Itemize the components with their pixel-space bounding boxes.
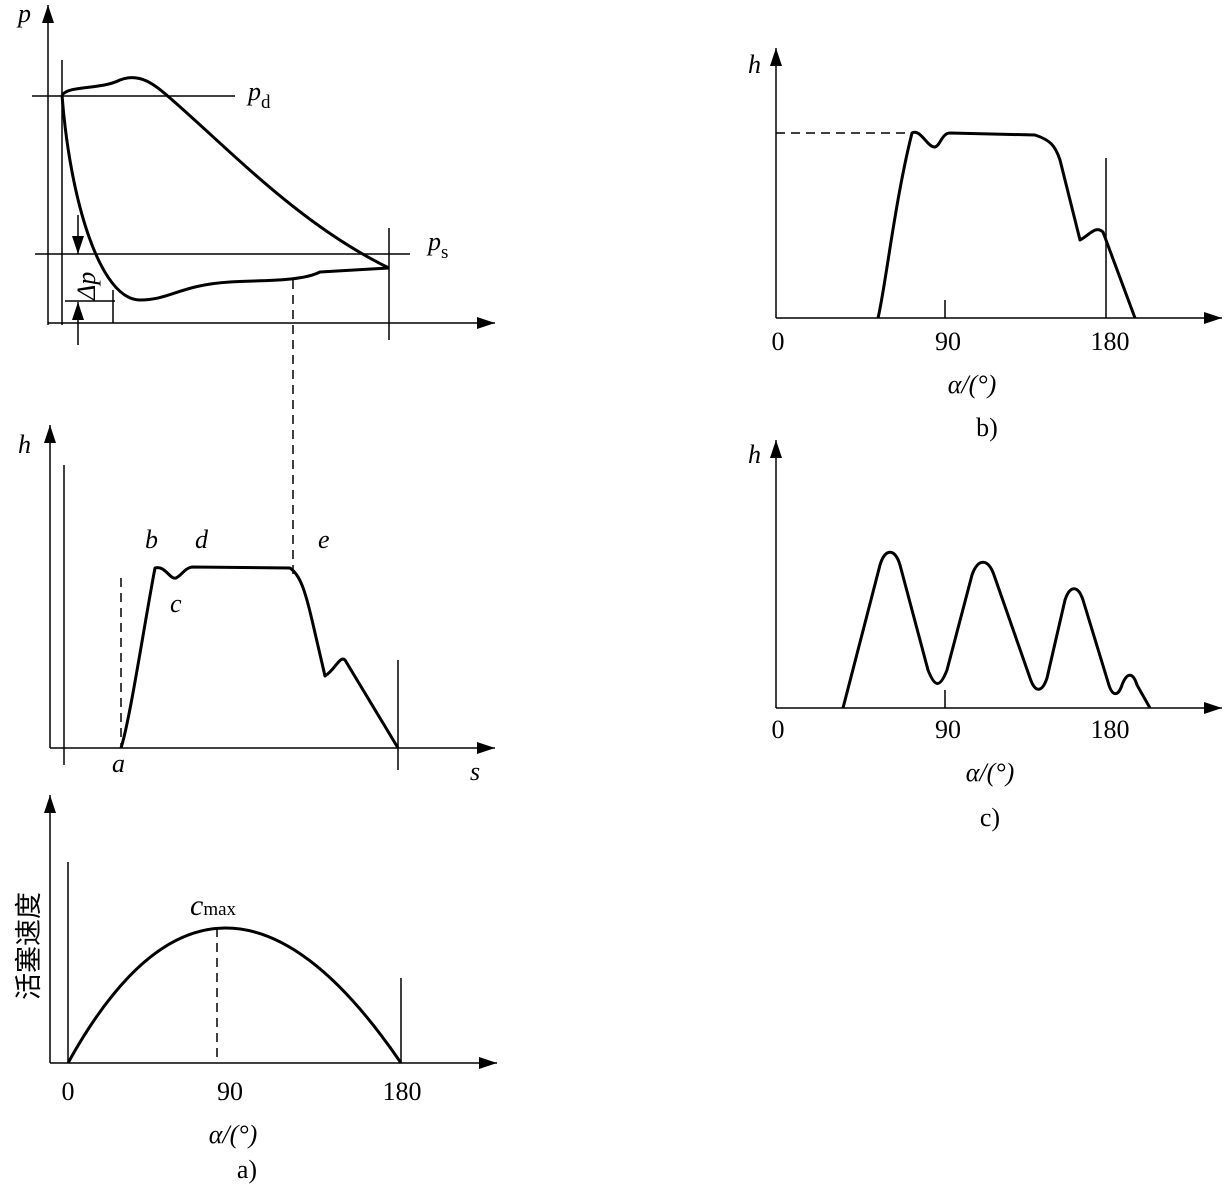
curve [60,76,390,270]
tick-label: 0 [62,1077,75,1106]
text-part: c [190,889,203,922]
panel-c: h 0 90 180 α/(°) c) [748,440,1222,832]
text-part: max [203,899,236,920]
label: ps [426,227,448,263]
tick-label: 180 [383,1077,422,1106]
tick-label: 90 [935,327,961,356]
axis-label: α/(°) [966,758,1015,787]
label: pd [246,77,271,113]
axis-label: α/(°) [209,1120,258,1149]
tick-label: 180 [1091,327,1130,356]
tick-label: 0 [772,327,785,356]
tick-label: 180 [1091,715,1130,744]
label: a [112,749,125,778]
axis-label: h [748,50,761,79]
caption: c) [980,803,1000,832]
label: cmax [190,889,237,922]
axis-label: p [16,0,31,28]
text-part: p [426,227,441,256]
curve [876,130,1137,319]
axis-label: h [18,430,31,459]
label: c [170,589,182,618]
panel-b: h 0 90 180 α/(°) b) [748,48,1222,442]
axis-label: s [470,757,480,786]
curve [119,565,400,749]
velocity-plot: 活塞速度 cmax 0 90 180 α/(°) a) [14,795,497,1184]
label: e [318,525,330,554]
curve [66,926,403,1064]
label: Δp [72,272,101,301]
axis-label: h [748,440,761,469]
text-part: p [246,77,261,106]
pv-plot: p pd ps Δp [16,0,495,345]
tick-label: 90 [935,715,961,744]
hs-plot: h s a b c d e [18,425,495,786]
caption: b) [976,413,998,442]
axis-label: 活塞速度 [14,892,45,1000]
caption: a) [237,1155,257,1184]
label: d [195,525,209,554]
tick-label: 0 [772,715,785,744]
curve [841,550,1152,709]
text-part: s [441,242,448,263]
text-part: d [261,92,271,113]
axis-label: α/(°) [948,370,997,399]
curve [60,94,390,302]
tick-label: 90 [217,1077,243,1106]
label: b [145,525,158,554]
